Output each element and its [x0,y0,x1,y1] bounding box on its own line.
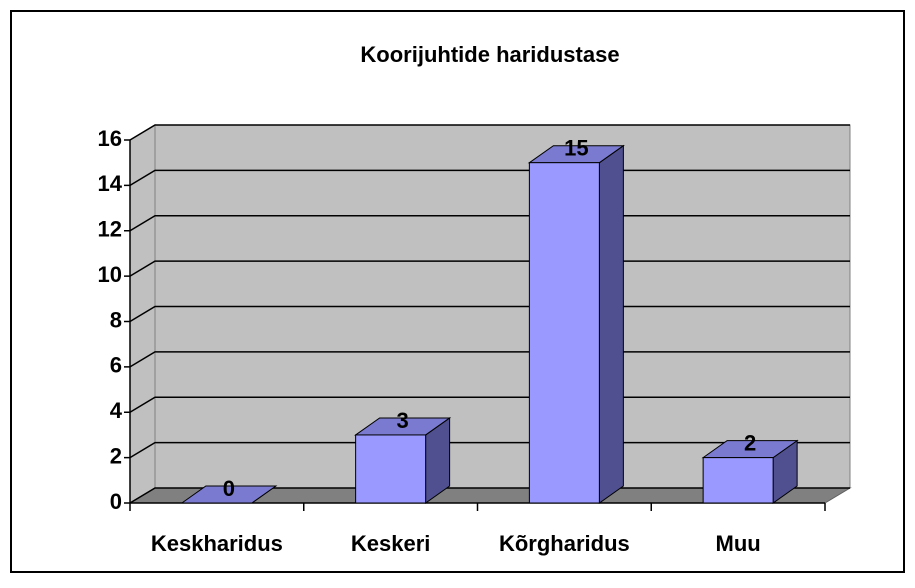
bar [355,434,427,504]
y-tick-label: 0 [110,489,122,514]
data-label: 3 [397,408,409,433]
y-tick-label: 2 [110,443,122,468]
bar [528,162,600,504]
bar-side [598,144,624,504]
y-tick-label: 8 [110,307,122,332]
data-label: 0 [223,476,235,501]
data-label: 2 [744,430,756,455]
x-tick-label: Muu [716,531,761,556]
grid-line [129,124,850,141]
x-tick-label: Keskharidus [151,531,283,556]
bar [702,457,774,504]
y-tick-label: 6 [110,353,122,378]
chart-title: Koorijuhtide haridustase [360,42,619,67]
y-tick-label: 14 [98,171,123,196]
y-tick-label: 16 [98,126,122,151]
y-tick-label: 10 [98,262,122,287]
y-tick-label: 4 [110,398,123,423]
x-tick-label: Keskeri [351,531,431,556]
data-label: 15 [564,136,588,161]
bar-top [180,485,278,504]
x-tick-label: Kõrgharidus [499,531,630,556]
y-tick-label: 12 [98,217,122,242]
